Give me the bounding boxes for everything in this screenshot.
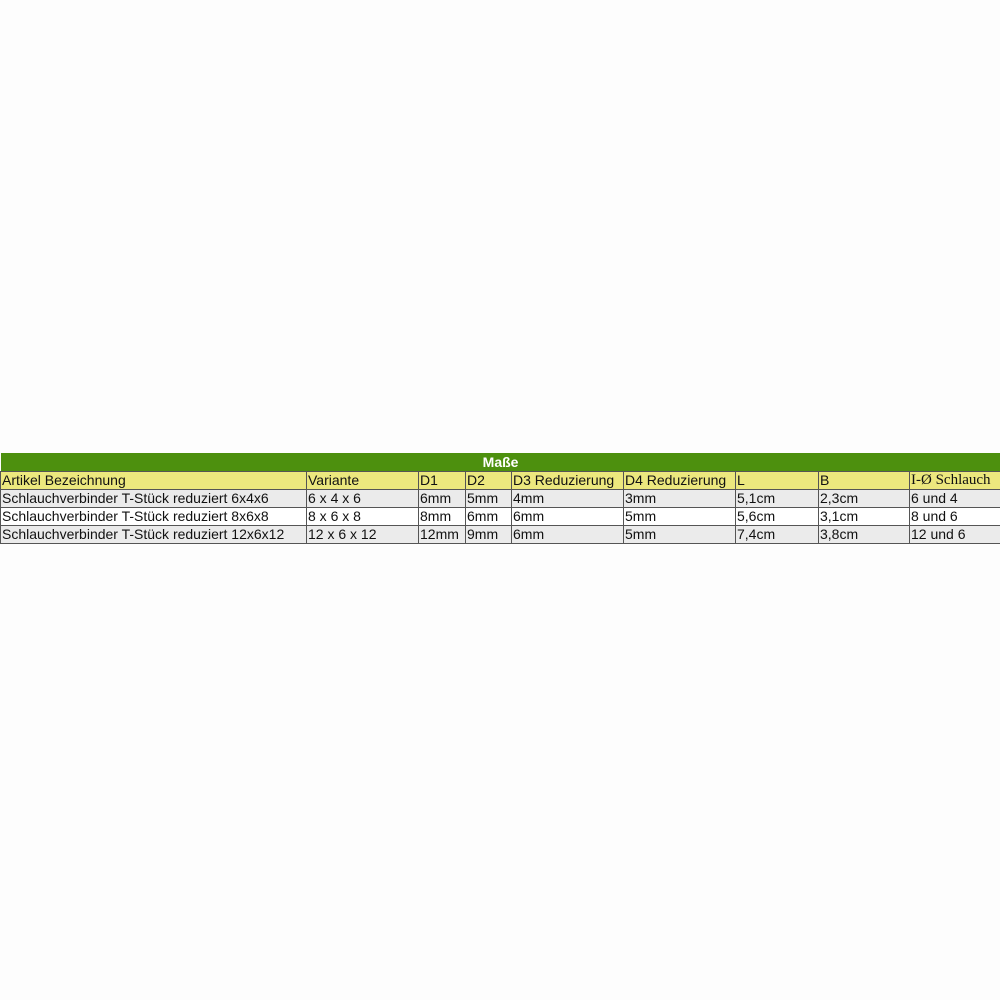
table-cell: 6 und 4 <box>908 489 1000 508</box>
table-cell: 12mm <box>418 525 466 544</box>
column-header: Artikel Bezeichnung <box>0 471 307 490</box>
table-row: Schlauchverbinder T-Stück reduziert 12x6… <box>0 525 1000 544</box>
table-title-row: Maße <box>0 453 1000 472</box>
table-cell: 5mm <box>623 525 736 544</box>
table-cell: 5,6cm <box>735 507 819 526</box>
column-header: B <box>818 471 910 490</box>
table-cell: 6mm <box>465 507 512 526</box>
table-cell: 5,1cm <box>735 489 819 508</box>
table-cell: 6mm <box>418 489 466 508</box>
table-cell: 9mm <box>465 525 512 544</box>
table-cell: 12 x 6 x 12 <box>306 525 419 544</box>
column-header: L <box>735 471 819 490</box>
column-header: D3 Reduzierung <box>511 471 624 490</box>
table-cell: Schlauchverbinder T-Stück reduziert 12x6… <box>0 525 307 544</box>
column-header: D4 Reduzierung <box>623 471 736 490</box>
table-cell: 5mm <box>465 489 512 508</box>
table-row: Schlauchverbinder T-Stück reduziert 8x6x… <box>0 507 1000 526</box>
table-cell: 3,8cm <box>818 525 910 544</box>
table-cell: Schlauchverbinder T-Stück reduziert 8x6x… <box>0 507 307 526</box>
dimensions-table-container: Maße Artikel Bezeichnung Variante D1 D2 D3 R… <box>0 453 1000 544</box>
table-cell: 8 x 6 x 8 <box>306 507 419 526</box>
table-cell: 12 und 6 <box>908 525 1000 544</box>
table-cell: 3mm <box>623 489 736 508</box>
column-header: D2 <box>465 471 512 490</box>
table-row: Schlauchverbinder T-Stück reduziert 6x4x… <box>0 489 1000 508</box>
table-cell: 4mm <box>511 489 624 508</box>
column-header: I-Ø Schlauch <box>908 471 1000 490</box>
table-cell: 6mm <box>511 507 624 526</box>
table-cell: 5mm <box>623 507 736 526</box>
table-cell: 8mm <box>418 507 466 526</box>
table-cell: Schlauchverbinder T-Stück reduziert 6x4x… <box>0 489 307 508</box>
header-row: Artikel Bezeichnung Variante D1 D2 D3 Reduzi… <box>0 471 1000 490</box>
table-cell: 2,3cm <box>818 489 910 508</box>
table-cell: 3,1cm <box>818 507 910 526</box>
column-header: Variante <box>306 471 419 490</box>
table-cell: 8 und 6 <box>908 507 1000 526</box>
table-title: Maße <box>0 453 1000 472</box>
table-cell: 7,4cm <box>735 525 819 544</box>
dimensions-table: Maße Artikel Bezeichnung Variante D1 D2 D3 R… <box>0 453 1000 544</box>
table-cell: 6mm <box>511 525 624 544</box>
column-header: D1 <box>418 471 466 490</box>
table-cell: 6 x 4 x 6 <box>306 489 419 508</box>
